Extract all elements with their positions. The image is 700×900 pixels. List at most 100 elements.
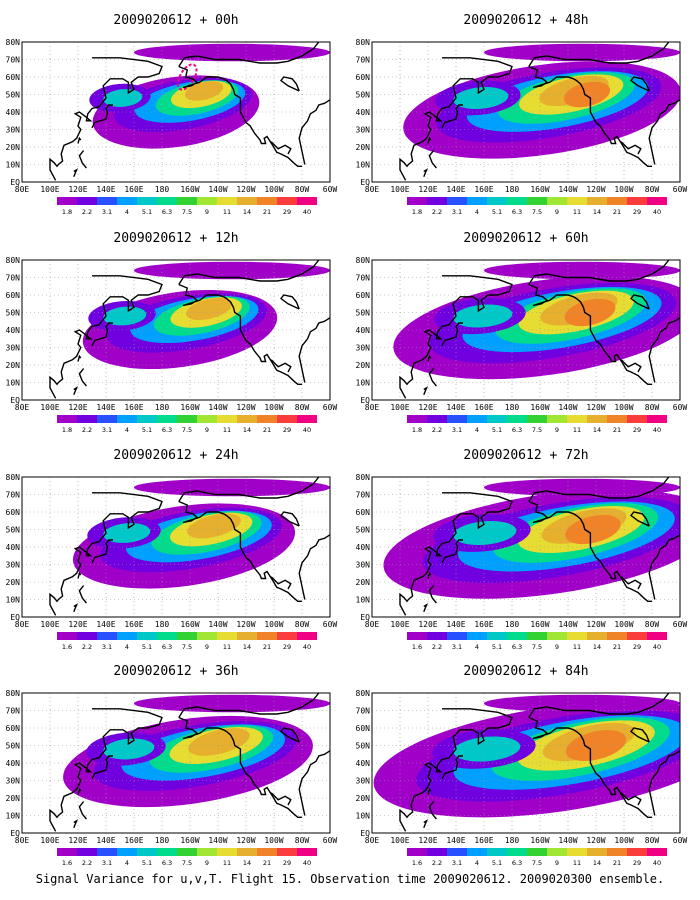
plot-area <box>372 42 680 182</box>
x-tick-label: 140E <box>96 185 115 194</box>
colorbar-swatch <box>257 197 277 205</box>
colorbar-swatch <box>447 848 467 856</box>
x-tick-label: 180 <box>155 403 170 412</box>
y-tick-label: 60N <box>6 508 21 517</box>
x-tick-label: 80W <box>295 620 310 629</box>
colorbar-swatch <box>647 632 667 640</box>
x-tick-label: 80W <box>645 185 660 194</box>
colorbar-swatch <box>217 632 237 640</box>
y-tick-label: 70N <box>6 707 21 716</box>
x-tick-label: 100W <box>614 185 633 194</box>
colorbar-label: 14 <box>593 859 601 867</box>
x-tick-label: 80E <box>365 620 380 629</box>
colorbar-swatch <box>647 197 667 205</box>
colorbar-label: 6.3 <box>162 208 172 216</box>
colorbar-swatch <box>427 848 447 856</box>
colorbar-swatch <box>407 415 427 423</box>
colorbar-swatch <box>487 415 507 423</box>
colorbar-label: 5.1 <box>142 208 152 216</box>
colorbar-label: 1.8 <box>412 426 422 434</box>
x-tick-label: 80E <box>365 403 380 412</box>
x-tick-label: 120W <box>586 185 605 194</box>
chart-panel: 2009020612 + 24h EQ 10N 20N 30N 40N 50N 60N 70N 8… <box>6 448 338 651</box>
x-tick-label: 160W <box>180 185 199 194</box>
y-tick-label: 40N <box>356 326 371 335</box>
y-tick-label: 70N <box>356 56 371 65</box>
x-tick-label: 100E <box>40 836 59 845</box>
coastline <box>399 492 513 616</box>
coastline <box>620 359 642 373</box>
colorbar-label: 2.2 <box>432 208 442 216</box>
colorbar-swatch <box>277 197 297 205</box>
x-tick-label: 140E <box>446 836 465 845</box>
colorbar-swatch <box>467 848 487 856</box>
x-tick-label: 100W <box>264 836 283 845</box>
y-tick-label: 30N <box>356 561 371 570</box>
x-tick-label: 180 <box>155 620 170 629</box>
variance-contour <box>185 297 233 321</box>
y-tick-label: EQ <box>360 613 370 622</box>
colorbar-swatch <box>197 848 217 856</box>
coastline <box>73 819 79 829</box>
colorbar-label: 1.8 <box>62 208 72 216</box>
colorbar-label: 4 <box>475 208 479 216</box>
x-tick-label: 100E <box>40 403 59 412</box>
colorbar-label: 3.1 <box>102 643 112 651</box>
x-tick-label: 120E <box>418 403 437 412</box>
colorbar-label: 29 <box>283 208 291 216</box>
colorbar-swatch <box>257 848 277 856</box>
colorbar-label: 11 <box>223 859 231 867</box>
plot-area <box>22 260 330 400</box>
colorbar-swatch <box>587 415 607 423</box>
colorbar-label: 40 <box>303 426 311 434</box>
colorbar-label: 40 <box>303 859 311 867</box>
colorbar-label: 21 <box>613 859 621 867</box>
x-tick-label: 180 <box>505 185 520 194</box>
x-tick-label: 100W <box>614 620 633 629</box>
coastline <box>91 539 113 564</box>
coastline <box>423 603 429 613</box>
colorbar-swatch <box>137 197 157 205</box>
coastline <box>528 42 670 67</box>
colorbar-swatch <box>177 848 197 856</box>
coastline <box>77 354 82 362</box>
colorbar-label: 21 <box>263 426 271 434</box>
y-tick-label: 60N <box>356 724 371 733</box>
colorbar-swatch <box>647 415 667 423</box>
colorbar-swatch <box>237 848 257 856</box>
colorbar-swatch <box>297 415 317 423</box>
plot-area <box>372 477 680 617</box>
x-tick-label: 120W <box>586 836 605 845</box>
coastline <box>620 792 642 806</box>
coastline <box>423 386 429 396</box>
x-tick-label: 160E <box>474 185 493 194</box>
colorbar-label: 9 <box>205 643 209 651</box>
x-tick-label: 60W <box>673 403 688 412</box>
colorbar-swatch <box>77 197 97 205</box>
variance-contour <box>563 81 611 108</box>
plot-area <box>22 477 330 617</box>
variance-contour <box>134 261 330 280</box>
x-tick-label: 160W <box>180 620 199 629</box>
coastline <box>528 283 652 385</box>
coastline <box>298 99 330 165</box>
x-tick-label: 160W <box>530 836 549 845</box>
variance-contour <box>134 43 330 62</box>
y-tick-label: 40N <box>6 543 21 552</box>
y-tick-label: 30N <box>6 126 21 135</box>
coastline <box>91 322 113 347</box>
y-tick-label: 80N <box>356 256 371 265</box>
colorbar-swatch <box>527 632 547 640</box>
x-tick-label: 100E <box>390 836 409 845</box>
x-tick-label: 80E <box>15 185 30 194</box>
colorbar-label: 3.1 <box>452 643 462 651</box>
coastline <box>77 136 82 144</box>
colorbar-swatch <box>507 415 527 423</box>
x-tick-label: 160W <box>180 836 199 845</box>
colorbar-swatch <box>527 415 547 423</box>
colorbar-swatch <box>567 848 587 856</box>
colorbar-swatch <box>137 632 157 640</box>
y-tick-label: 60N <box>356 508 371 517</box>
coastline <box>528 65 652 167</box>
colorbar-label: 14 <box>243 643 251 651</box>
